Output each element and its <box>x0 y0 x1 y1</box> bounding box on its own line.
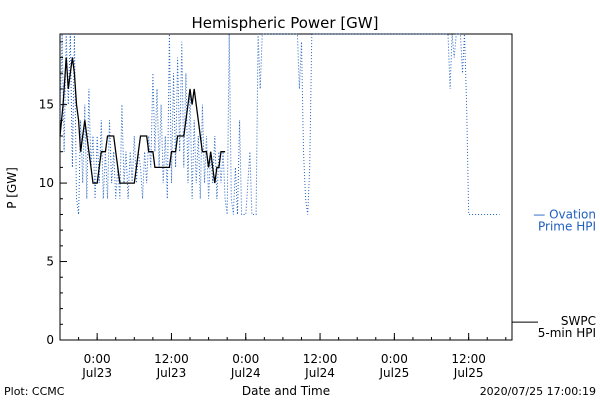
x-axis: 0:00Jul2312:00Jul230:00Jul2412:00Jul240:… <box>59 333 507 380</box>
x-tick-date-0: Jul23 <box>81 366 112 380</box>
x-tick-time-5: 12:00 <box>451 352 486 366</box>
legend-label-ovation-prime-hpi-0: — Ovation <box>533 207 596 221</box>
x-tick-time-3: 12:00 <box>303 352 338 366</box>
series-swpc-5-min-hpi <box>59 57 226 184</box>
y-axis: 0 5 10 15 <box>39 41 67 347</box>
legend-label-swpc-5-min-hpi-1: 5-min HPI <box>538 326 596 340</box>
x-tick-date-2: Jul24 <box>230 366 261 380</box>
y-tick-label-0: 0 <box>46 333 54 347</box>
y-tick-label-3: 15 <box>39 98 54 112</box>
plot-timestamp: 2020/07/25 17:00:19 <box>480 385 596 398</box>
y-tick-label-2: 10 <box>39 176 54 190</box>
x-tick-time-4: 0:00 <box>381 352 408 366</box>
y-axis-label: P [GW] <box>5 167 19 209</box>
x-tick-time-1: 12:00 <box>154 352 189 366</box>
plot-credit: Plot: CCMC <box>4 385 65 398</box>
legend-label-swpc-5-min-hpi-0: SWPC <box>561 314 596 328</box>
x-tick-date-3: Jul24 <box>304 366 335 380</box>
x-tick-date-1: Jul23 <box>156 366 187 380</box>
plot-frame <box>59 33 513 341</box>
series-layer <box>59 33 500 215</box>
x-tick-time-0: 0:00 <box>84 352 111 366</box>
x-tick-date-5: Jul25 <box>453 366 484 380</box>
y-tick-label-1: 5 <box>46 255 54 269</box>
x-tick-date-4: Jul25 <box>378 366 409 380</box>
x-axis-label: Date and Time <box>242 384 330 398</box>
legend-label-ovation-prime-hpi-1: Prime HPI <box>538 219 596 233</box>
chart-title: Hemispheric Power [GW] <box>192 14 379 32</box>
x-tick-time-2: 0:00 <box>232 352 259 366</box>
series-ovation-prime-hpi <box>59 33 500 215</box>
